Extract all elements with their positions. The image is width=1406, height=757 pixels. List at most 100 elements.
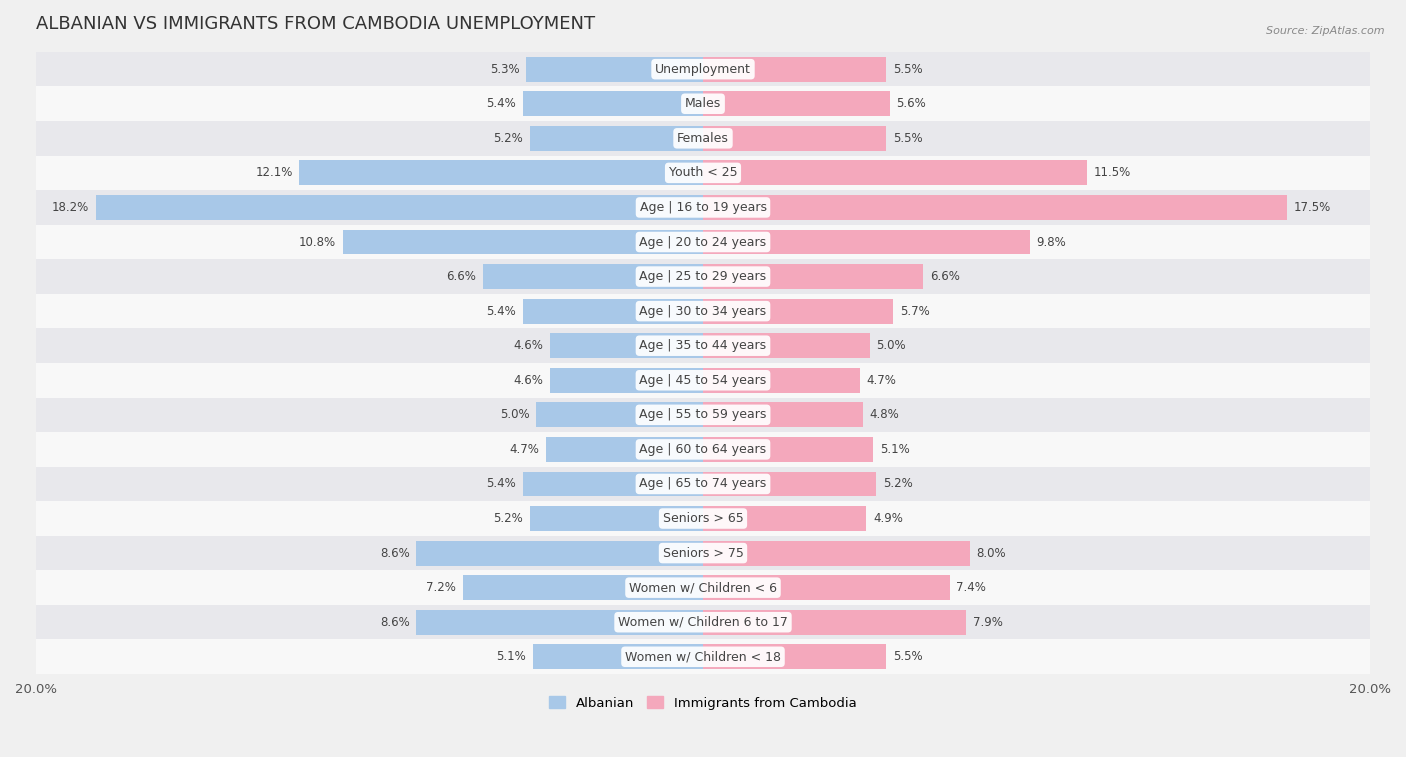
- Bar: [37, 363, 1369, 397]
- Bar: [37, 466, 1369, 501]
- Text: Females: Females: [678, 132, 728, 145]
- Text: 10.8%: 10.8%: [299, 235, 336, 248]
- Bar: [550, 368, 703, 393]
- Text: Age | 16 to 19 years: Age | 16 to 19 years: [640, 201, 766, 214]
- Bar: [523, 472, 703, 497]
- Text: 8.6%: 8.6%: [380, 547, 409, 559]
- Text: 5.1%: 5.1%: [496, 650, 526, 663]
- Text: Age | 20 to 24 years: Age | 20 to 24 years: [640, 235, 766, 248]
- Bar: [37, 294, 1369, 329]
- Bar: [703, 368, 859, 393]
- Text: Women w/ Children 6 to 17: Women w/ Children 6 to 17: [619, 615, 787, 629]
- Bar: [703, 160, 1087, 185]
- Bar: [416, 610, 703, 634]
- Bar: [703, 57, 886, 82]
- Bar: [550, 333, 703, 358]
- Bar: [416, 540, 703, 565]
- Text: 4.7%: 4.7%: [866, 374, 896, 387]
- Bar: [703, 195, 1286, 220]
- Legend: Albanian, Immigrants from Cambodia: Albanian, Immigrants from Cambodia: [544, 691, 862, 715]
- Text: 7.9%: 7.9%: [973, 615, 1002, 629]
- Text: Seniors > 75: Seniors > 75: [662, 547, 744, 559]
- Bar: [523, 299, 703, 323]
- Text: 5.4%: 5.4%: [486, 304, 516, 318]
- Bar: [536, 403, 703, 427]
- Text: 5.2%: 5.2%: [883, 478, 912, 491]
- Text: 5.5%: 5.5%: [893, 132, 922, 145]
- Text: Unemployment: Unemployment: [655, 63, 751, 76]
- Bar: [37, 397, 1369, 432]
- Bar: [299, 160, 703, 185]
- Bar: [703, 299, 893, 323]
- Text: Males: Males: [685, 97, 721, 111]
- Bar: [96, 195, 703, 220]
- Text: 5.0%: 5.0%: [501, 408, 530, 422]
- Text: 5.5%: 5.5%: [893, 63, 922, 76]
- Bar: [703, 506, 866, 531]
- Bar: [37, 52, 1369, 86]
- Text: 5.4%: 5.4%: [486, 97, 516, 111]
- Bar: [530, 506, 703, 531]
- Bar: [703, 610, 966, 634]
- Bar: [37, 536, 1369, 570]
- Bar: [703, 92, 890, 116]
- Bar: [343, 229, 703, 254]
- Text: 4.7%: 4.7%: [510, 443, 540, 456]
- Text: 5.3%: 5.3%: [489, 63, 520, 76]
- Text: 9.8%: 9.8%: [1036, 235, 1066, 248]
- Bar: [547, 437, 703, 462]
- Bar: [703, 403, 863, 427]
- Text: 6.6%: 6.6%: [446, 270, 477, 283]
- Bar: [703, 437, 873, 462]
- Text: 7.4%: 7.4%: [956, 581, 987, 594]
- Text: 5.4%: 5.4%: [486, 478, 516, 491]
- Bar: [37, 640, 1369, 674]
- Bar: [37, 156, 1369, 190]
- Bar: [703, 229, 1029, 254]
- Bar: [37, 605, 1369, 640]
- Bar: [703, 264, 924, 289]
- Text: 5.2%: 5.2%: [494, 512, 523, 525]
- Bar: [37, 225, 1369, 260]
- Bar: [523, 92, 703, 116]
- Text: 5.2%: 5.2%: [494, 132, 523, 145]
- Bar: [703, 472, 876, 497]
- Bar: [37, 501, 1369, 536]
- Bar: [703, 575, 950, 600]
- Text: ALBANIAN VS IMMIGRANTS FROM CAMBODIA UNEMPLOYMENT: ALBANIAN VS IMMIGRANTS FROM CAMBODIA UNE…: [37, 15, 595, 33]
- Bar: [37, 86, 1369, 121]
- Bar: [37, 432, 1369, 466]
- Text: Women w/ Children < 6: Women w/ Children < 6: [628, 581, 778, 594]
- Text: 5.1%: 5.1%: [880, 443, 910, 456]
- Text: 17.5%: 17.5%: [1294, 201, 1330, 214]
- Bar: [37, 329, 1369, 363]
- Bar: [703, 644, 886, 669]
- Text: 5.7%: 5.7%: [900, 304, 929, 318]
- Text: Seniors > 65: Seniors > 65: [662, 512, 744, 525]
- Text: Women w/ Children < 18: Women w/ Children < 18: [626, 650, 780, 663]
- Text: 12.1%: 12.1%: [256, 167, 292, 179]
- Bar: [37, 260, 1369, 294]
- Text: 8.6%: 8.6%: [380, 615, 409, 629]
- Text: Age | 65 to 74 years: Age | 65 to 74 years: [640, 478, 766, 491]
- Text: 5.0%: 5.0%: [876, 339, 905, 352]
- Bar: [703, 333, 870, 358]
- Bar: [530, 126, 703, 151]
- Text: 8.0%: 8.0%: [977, 547, 1007, 559]
- Bar: [703, 126, 886, 151]
- Text: 6.6%: 6.6%: [929, 270, 960, 283]
- Text: Age | 60 to 64 years: Age | 60 to 64 years: [640, 443, 766, 456]
- Text: Source: ZipAtlas.com: Source: ZipAtlas.com: [1267, 26, 1385, 36]
- Text: Age | 25 to 29 years: Age | 25 to 29 years: [640, 270, 766, 283]
- Bar: [37, 570, 1369, 605]
- Bar: [482, 264, 703, 289]
- Text: Age | 45 to 54 years: Age | 45 to 54 years: [640, 374, 766, 387]
- Text: 11.5%: 11.5%: [1094, 167, 1130, 179]
- Text: Age | 55 to 59 years: Age | 55 to 59 years: [640, 408, 766, 422]
- Text: 18.2%: 18.2%: [52, 201, 90, 214]
- Text: Age | 35 to 44 years: Age | 35 to 44 years: [640, 339, 766, 352]
- Text: 4.6%: 4.6%: [513, 339, 543, 352]
- Bar: [526, 57, 703, 82]
- Text: 4.6%: 4.6%: [513, 374, 543, 387]
- Bar: [703, 540, 970, 565]
